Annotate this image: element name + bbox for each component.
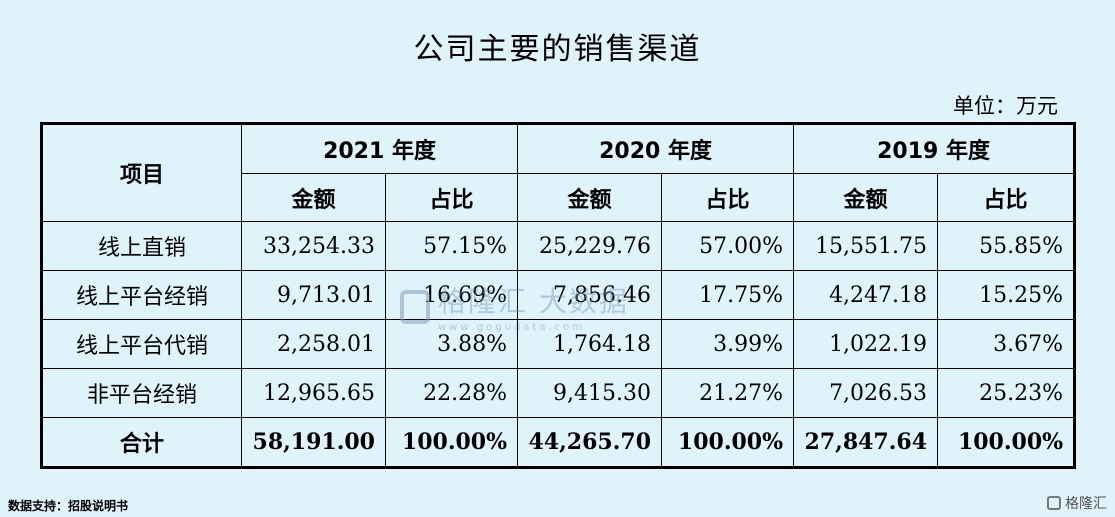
table-row: 线上平台经销 9,713.01 16.69% 7,856.46 17.75% 4…	[41, 270, 1076, 320]
table-row: 线上平台代销 2,258.01 3.88% 1,764.18 3.99% 1,0…	[41, 319, 1076, 369]
header-year-2020: 2020 年度	[517, 123, 795, 174]
sales-channel-table: 项目 2021 年度 2020 年度 2019 年度 金额 占比 金额 占比 金…	[40, 122, 1077, 469]
corner-brand: 格隆汇	[1047, 493, 1107, 513]
brand-logo-icon	[1047, 496, 1061, 510]
cell-share: 15.25%	[937, 270, 1076, 320]
cell-share: 100.00%	[384, 417, 519, 468]
header-amount: 金额	[517, 173, 663, 222]
header-year-2021: 2021 年度	[240, 123, 519, 174]
cell-amount: 25,229.76	[517, 221, 663, 271]
cell-amount: 12,965.65	[241, 368, 386, 418]
cell-amount: 4,247.18	[793, 270, 939, 320]
header-share: 占比	[661, 173, 795, 222]
cell-amount: 27,847.64	[793, 417, 939, 468]
total-row: 合计 58,191.00 100.00% 44,265.70 100.00% 2…	[41, 417, 1076, 468]
cell-amount: 33,254.33	[241, 221, 386, 271]
cell-amount: 58,191.00	[241, 417, 386, 468]
cell-share: 3.99%	[661, 319, 795, 369]
cell-share: 17.75%	[661, 270, 795, 320]
cell-amount: 15,551.75	[793, 221, 939, 271]
cell-amount: 1,022.19	[793, 319, 939, 369]
cell-share: 16.69%	[384, 270, 519, 320]
cell-share: 57.00%	[661, 221, 795, 271]
row-label: 线上直销	[41, 221, 242, 271]
cell-share: 100.00%	[661, 417, 795, 468]
header-share: 占比	[937, 173, 1076, 222]
table-row: 非平台经销 12,965.65 22.28% 9,415.30 21.27% 7…	[41, 368, 1076, 418]
corner-brand-text: 格隆汇	[1065, 496, 1107, 512]
cell-share: 3.67%	[937, 319, 1076, 369]
header-year-2019: 2019 年度	[793, 123, 1076, 174]
cell-share: 57.15%	[384, 221, 519, 271]
cell-share: 100.00%	[937, 417, 1076, 468]
cell-share: 25.23%	[937, 368, 1076, 418]
header-amount: 金额	[793, 173, 939, 222]
header-amount: 金额	[241, 173, 386, 222]
page-title: 公司主要的销售渠道	[413, 32, 702, 67]
header-share: 占比	[384, 173, 519, 222]
cell-share: 21.27%	[661, 368, 795, 418]
row-label: 线上平台经销	[41, 270, 242, 320]
cell-amount: 7,856.46	[517, 270, 663, 320]
total-label: 合计	[41, 417, 242, 468]
row-label: 非平台经销	[41, 368, 242, 418]
cell-share: 3.88%	[384, 319, 519, 369]
header-item: 项目	[41, 123, 242, 222]
cell-amount: 9,713.01	[241, 270, 386, 320]
cell-amount: 1,764.18	[517, 319, 663, 369]
cell-amount: 2,258.01	[241, 319, 386, 369]
cell-share: 55.85%	[937, 221, 1076, 271]
cell-amount: 44,265.70	[517, 417, 663, 468]
cell-amount: 9,415.30	[517, 368, 663, 418]
source-note: 数据支持：招股说明书	[8, 499, 129, 513]
table-row: 线上直销 33,254.33 57.15% 25,229.76 57.00% 1…	[41, 221, 1076, 271]
cell-amount: 7,026.53	[793, 368, 939, 418]
row-label: 线上平台代销	[41, 319, 242, 369]
cell-share: 22.28%	[384, 368, 519, 418]
unit-label: 单位：万元	[953, 94, 1058, 118]
